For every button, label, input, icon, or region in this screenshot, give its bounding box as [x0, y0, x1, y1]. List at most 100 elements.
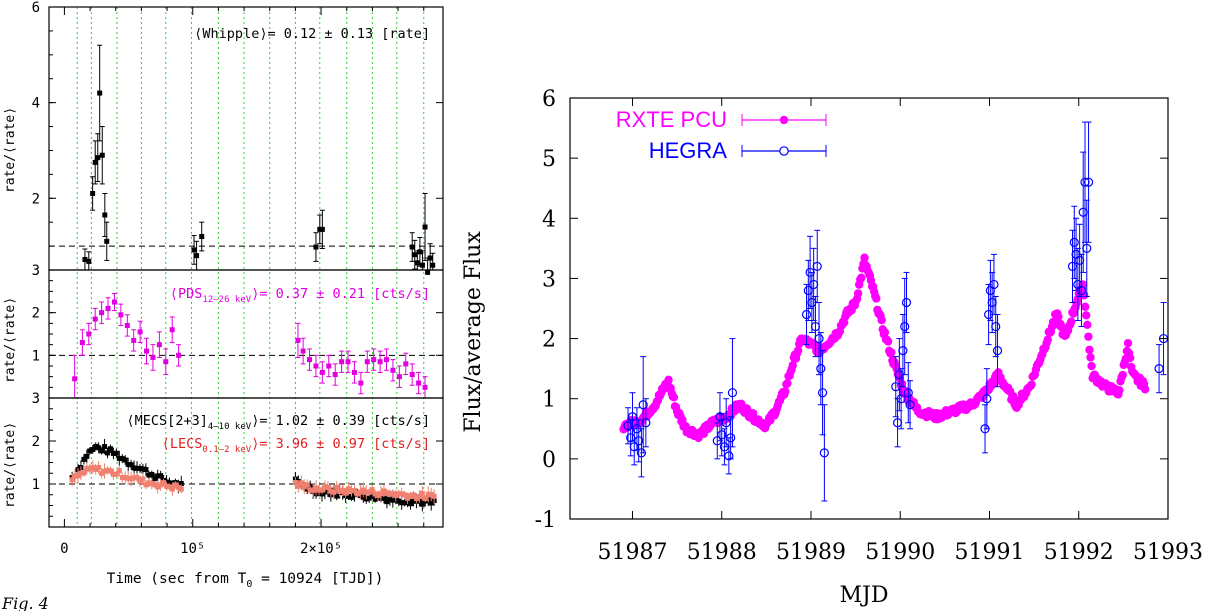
data-point: [107, 446, 113, 452]
rxte-point: [1140, 385, 1150, 394]
data-point: [119, 475, 125, 481]
x-tick-labels: 0 10⁵ 2×10⁵: [60, 7, 425, 557]
rxte-point: [1086, 353, 1095, 362]
figure-caption: Fig. 4: [1, 594, 49, 611]
data-point: [410, 492, 416, 498]
data-point: [328, 488, 334, 494]
y-tick-label: 2: [32, 306, 40, 322]
rxte-point: [1067, 317, 1076, 326]
data-point: [387, 491, 393, 497]
data-point: [99, 152, 105, 158]
rxte-point: [793, 346, 803, 355]
data-point: [75, 473, 81, 479]
data-point: [360, 487, 366, 493]
right-chart: -1 0 1 2 3 4 5 6 51987 51988 51989 51990 51991 51992 5…: [461, 87, 1203, 608]
hegra-point: [724, 451, 734, 461]
y-tick-label: 1: [32, 477, 40, 493]
data-point: [82, 256, 88, 262]
legend-label-hegra: HEGRA: [649, 138, 728, 163]
hegra-point: [726, 433, 736, 443]
rxte-point: [1083, 320, 1092, 330]
data-point: [134, 465, 140, 471]
data-point: [300, 348, 306, 354]
data-point: [319, 226, 325, 232]
data-point: [93, 466, 99, 472]
data-point: [87, 466, 93, 472]
legend-swatch-hegra-marker: [779, 146, 789, 156]
data-point: [399, 491, 405, 497]
data-point: [86, 331, 92, 337]
data-point: [167, 480, 173, 486]
data-point: [152, 482, 158, 488]
data-point: [99, 448, 105, 454]
rxte-point: [1054, 312, 1063, 322]
y-tick-label: 1: [32, 348, 40, 364]
y-tick-label: 4: [542, 207, 556, 232]
data-point: [134, 474, 140, 480]
rxte-point: [1085, 345, 1094, 355]
data-point: [118, 312, 124, 318]
data-point: [140, 476, 146, 482]
data-point: [156, 342, 162, 348]
data-point: [427, 255, 433, 261]
data-point: [422, 384, 428, 390]
panel-frame: [48, 6, 444, 271]
data-point: [128, 476, 134, 482]
x-tick-label: 51993: [1133, 540, 1203, 565]
data-point: [409, 372, 415, 378]
data-point: [417, 249, 423, 255]
x-axis-label: Time (sec from T0 = 10924 [TJD]): [107, 571, 384, 590]
data-point: [84, 465, 90, 471]
y-tick-label: 1: [542, 388, 556, 413]
data-point: [175, 484, 181, 490]
data-point: [307, 487, 313, 493]
data-point: [292, 480, 298, 486]
data-point: [343, 490, 349, 496]
hegra-point: [819, 448, 829, 458]
data-point: [137, 329, 143, 335]
whipple-panel: 2 4 6: [32, 0, 443, 275]
data-point: [393, 493, 399, 499]
mecs-lecs-panel: 1 2 3: [32, 391, 443, 528]
data-point: [122, 457, 128, 463]
data-point: [371, 357, 377, 363]
data-point: [81, 456, 87, 462]
data-point: [322, 483, 328, 489]
y-axis-label: Flux/average Flux: [461, 231, 486, 433]
data-point: [102, 212, 108, 218]
hegra-point: [1082, 243, 1092, 253]
x-tick-label: 51992: [1044, 540, 1114, 565]
rxte-point: [678, 415, 687, 425]
data-point: [358, 380, 364, 386]
data-point: [167, 484, 173, 490]
data-point: [366, 489, 372, 495]
data-point: [387, 496, 393, 502]
hegra-point: [1076, 285, 1087, 296]
rxte-point: [1027, 380, 1036, 389]
data-point: [396, 491, 402, 497]
data-point: [403, 361, 409, 367]
data-point: [354, 491, 360, 497]
data-point: [199, 234, 205, 240]
data-point: [169, 486, 175, 492]
data-point: [409, 244, 415, 250]
data-point: [428, 491, 434, 497]
axes: -1 0 1 2 3 4 5 6 51987 51988 51989 51990 51991 51992 5…: [535, 87, 1203, 565]
rxte-point: [853, 289, 863, 298]
y-tick-label: 3: [32, 391, 40, 407]
data-point: [430, 262, 436, 268]
hegra-point: [817, 388, 828, 398]
hegra-point: [816, 364, 826, 374]
rxte-point: [664, 375, 673, 385]
data-point: [137, 465, 143, 471]
data-point: [363, 489, 369, 495]
rxte-point: [880, 328, 890, 337]
data-point: [122, 475, 128, 481]
y-axis-label-top: rate/⟨rate⟩: [3, 107, 18, 193]
rxte-point: [669, 393, 679, 402]
rxte-point: [1087, 361, 1096, 371]
data-point: [99, 310, 105, 316]
data-point: [128, 462, 134, 468]
data-point: [419, 262, 425, 268]
